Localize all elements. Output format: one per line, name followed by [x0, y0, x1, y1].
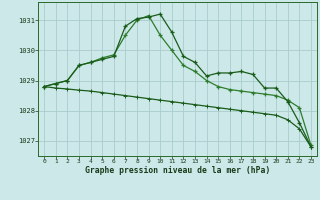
- X-axis label: Graphe pression niveau de la mer (hPa): Graphe pression niveau de la mer (hPa): [85, 166, 270, 175]
